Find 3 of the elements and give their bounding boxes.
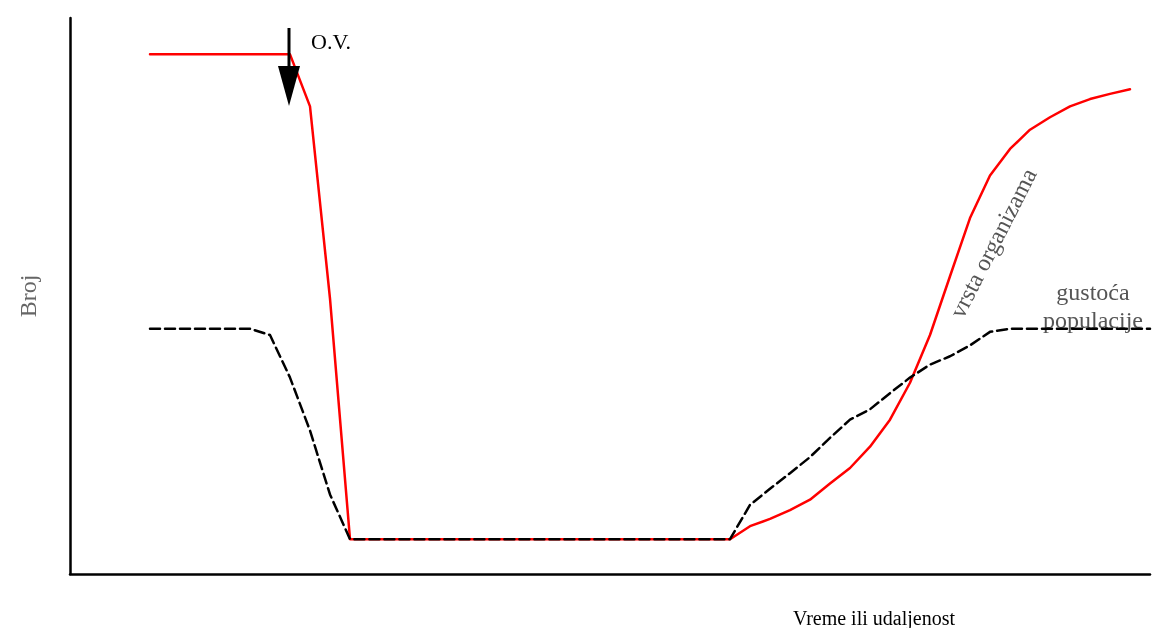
series-label: gustoća populacije [1043,279,1143,333]
y-axis-title: Broj [15,274,41,318]
text: O.V. [311,28,351,54]
